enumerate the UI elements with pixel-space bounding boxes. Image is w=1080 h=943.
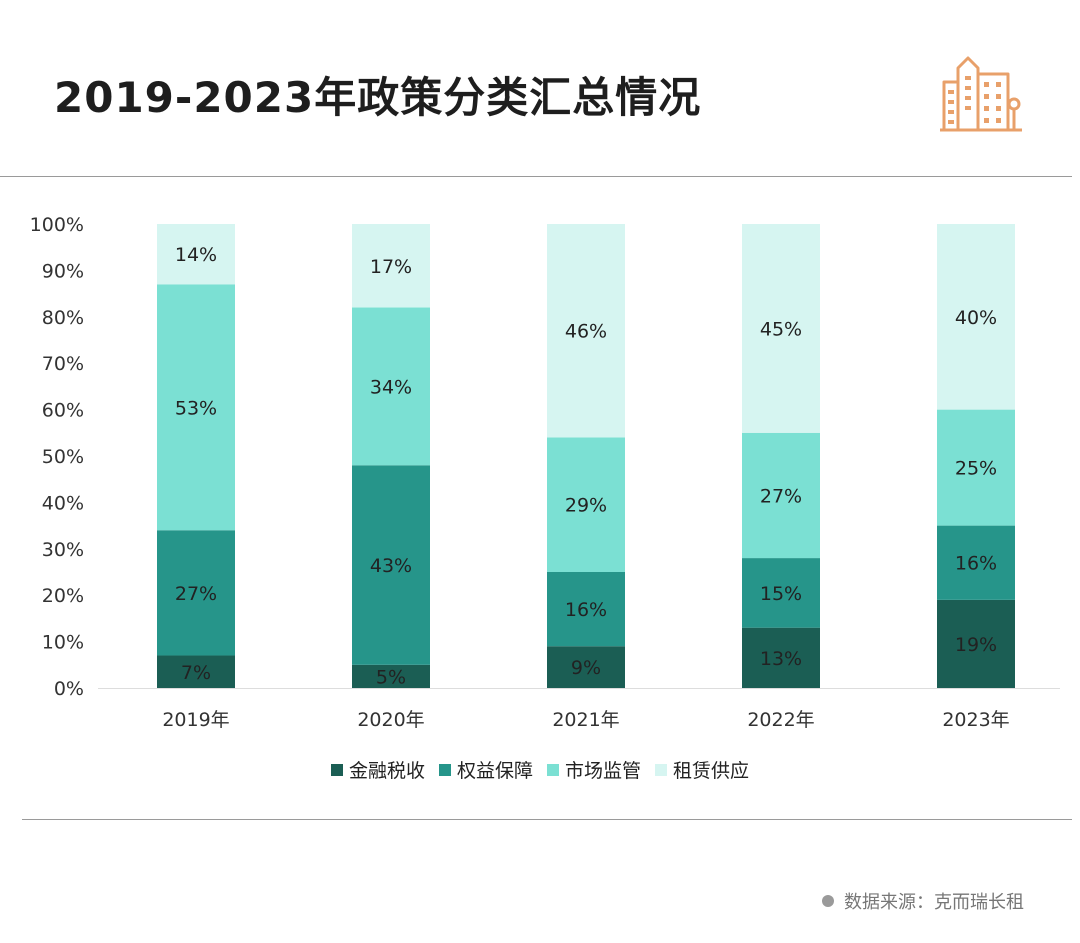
bar-segment bbox=[937, 224, 1015, 410]
legend-swatch bbox=[438, 763, 451, 776]
bar-segment bbox=[547, 437, 625, 572]
legend-swatch bbox=[330, 763, 343, 776]
y-tick-label: 70% bbox=[42, 353, 84, 375]
data-label: 16% bbox=[955, 553, 997, 575]
data-label: 43% bbox=[370, 555, 412, 577]
x-tick-label: 2020年 bbox=[357, 709, 424, 730]
x-tick-label: 2023年 bbox=[942, 709, 1009, 730]
y-tick-label: 90% bbox=[42, 260, 84, 282]
bar-segment bbox=[547, 572, 625, 647]
bar-segment bbox=[742, 432, 820, 559]
bar-segment bbox=[937, 599, 1015, 688]
data-label: 16% bbox=[565, 599, 607, 621]
bullet-dot-icon bbox=[822, 895, 834, 907]
bar-segment bbox=[937, 525, 1015, 600]
legend-label: 金融税收 bbox=[348, 760, 425, 782]
legend-label: 市场监管 bbox=[565, 760, 642, 782]
data-label: 27% bbox=[175, 583, 217, 605]
data-label: 17% bbox=[370, 256, 412, 278]
legend-label: 权益保障 bbox=[456, 760, 533, 782]
y-tick-label: 20% bbox=[42, 585, 84, 607]
data-label: 9% bbox=[571, 657, 601, 679]
y-tick-label: 40% bbox=[42, 492, 84, 514]
top-divider bbox=[0, 176, 1072, 177]
bar-segment bbox=[742, 627, 820, 688]
data-label: 7% bbox=[181, 662, 211, 684]
bar-segment bbox=[352, 664, 430, 688]
y-tick-label: 50% bbox=[42, 446, 84, 468]
data-label: 14% bbox=[175, 244, 217, 266]
y-tick-label: 100% bbox=[30, 214, 84, 236]
data-label: 29% bbox=[565, 495, 607, 517]
bar-segment bbox=[742, 558, 820, 628]
data-label: 13% bbox=[760, 648, 802, 670]
data-label: 46% bbox=[565, 321, 607, 343]
y-tick-label: 10% bbox=[42, 632, 84, 654]
buildings-icon bbox=[940, 56, 1022, 132]
data-label: 15% bbox=[760, 583, 802, 605]
legend-swatch bbox=[655, 763, 668, 776]
y-tick-label: 30% bbox=[42, 539, 84, 561]
legend-label: 租赁供应 bbox=[673, 760, 750, 782]
bar-segment bbox=[157, 655, 235, 688]
bar-segment bbox=[157, 224, 235, 285]
data-label: 45% bbox=[760, 318, 802, 340]
legend-swatch bbox=[547, 763, 559, 776]
bar-segment bbox=[742, 224, 820, 433]
legend-item: 市场监管 bbox=[547, 756, 641, 783]
bar-segment bbox=[352, 465, 430, 665]
legend: 金融税收 权益保障 市场监管 租赁供应 bbox=[0, 756, 1080, 783]
data-label: 25% bbox=[955, 458, 997, 480]
legend-item: 金融税收 bbox=[330, 756, 425, 783]
data-label: 53% bbox=[175, 397, 217, 419]
data-source-text: 数据来源：克而瑞长租 bbox=[844, 892, 1024, 913]
y-tick-label: 80% bbox=[42, 307, 84, 329]
legend-item: 权益保障 bbox=[438, 756, 533, 783]
bar-segment bbox=[547, 224, 625, 438]
data-label: 19% bbox=[955, 634, 997, 656]
y-tick-label: 60% bbox=[42, 400, 84, 422]
data-label: 27% bbox=[760, 485, 802, 507]
stacked-bar-chart: 0% 10% 20% 30% 40% 50% 60% 70% 80% 90% 100% 7% 27% 53… bbox=[30, 214, 1060, 730]
bar-segment bbox=[937, 409, 1015, 526]
bottom-divider bbox=[22, 819, 1072, 820]
legend-item: 租赁供应 bbox=[655, 756, 749, 783]
data-label: 34% bbox=[370, 376, 412, 398]
data-source: 数据来源：克而瑞长租 bbox=[822, 888, 1024, 914]
bar-segment bbox=[157, 530, 235, 656]
data-label: 40% bbox=[955, 307, 997, 329]
x-tick-label: 2019年 bbox=[162, 709, 229, 730]
chart-title: 2019-2023年政策分类汇总情况 bbox=[54, 73, 702, 122]
bar-segment bbox=[352, 307, 430, 466]
data-label: 5% bbox=[376, 666, 406, 688]
bar-segment bbox=[547, 646, 625, 688]
bar-segment bbox=[157, 284, 235, 531]
bar-segment bbox=[352, 224, 430, 308]
x-tick-label: 2022年 bbox=[747, 709, 814, 730]
x-tick-label: 2021年 bbox=[552, 709, 619, 730]
y-tick-label: 0% bbox=[54, 678, 84, 700]
